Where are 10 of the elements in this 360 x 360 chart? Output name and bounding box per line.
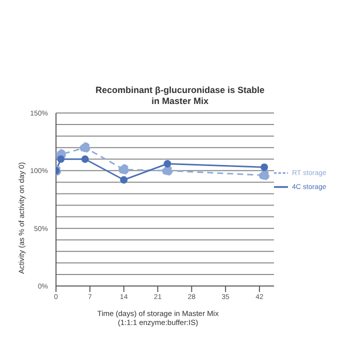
chart-title: Recombinant β-glucuronidase is Stable in Master Mix (95, 85, 265, 106)
point (164, 160, 172, 168)
point (81, 155, 89, 163)
point (120, 176, 128, 184)
point (260, 163, 268, 171)
point (57, 155, 65, 163)
point (259, 170, 270, 181)
point (162, 165, 173, 176)
point (80, 142, 90, 153)
point (118, 164, 130, 175)
